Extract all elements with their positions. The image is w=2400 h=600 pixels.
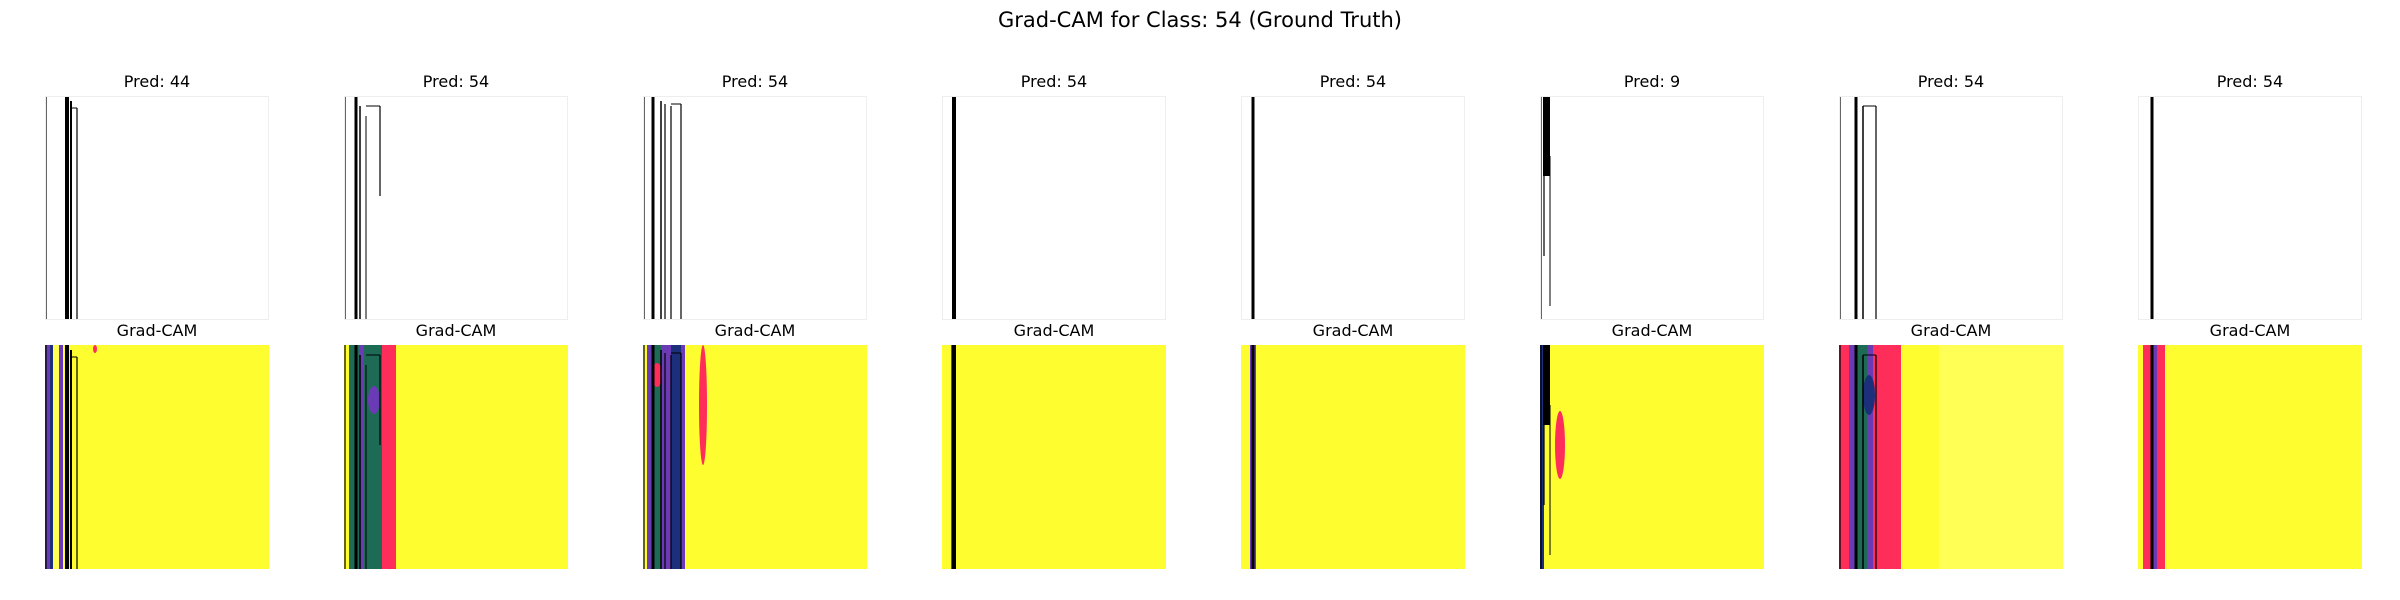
gradcam-title: Grad-CAM: [415, 321, 497, 340]
heatmap-band: [1849, 345, 1857, 569]
gradcam-heatmap: [1839, 345, 2063, 569]
gradcam-title: Grad-CAM: [714, 321, 796, 340]
heatmap-background: [1241, 345, 1465, 569]
panel-border: [1540, 96, 1764, 320]
image-background: [1241, 96, 1465, 320]
gradcam-title: Grad-CAM: [1013, 321, 1095, 340]
input-image: [2138, 96, 2362, 320]
heatmap-blob: [699, 345, 707, 465]
heatmap-band: [359, 345, 364, 569]
panel-border: [643, 96, 867, 320]
heatmap-band: [653, 345, 661, 569]
heatmap-blob: [368, 386, 380, 414]
image-background: [344, 96, 568, 320]
image-background: [1540, 96, 1764, 320]
prediction-title: Pred: 54: [1917, 72, 1985, 91]
panel-border: [2138, 96, 2362, 320]
prediction-title: Pred: 54: [721, 72, 789, 91]
gradcam-heatmap: [2138, 345, 2362, 569]
gradcam-title: Grad-CAM: [2209, 321, 2291, 340]
stroke-block: [1543, 96, 1550, 176]
heatmap-band: [1939, 345, 2063, 569]
image-background: [643, 96, 867, 320]
panel-border: [1839, 96, 2063, 320]
image-background: [2138, 96, 2362, 320]
prediction-title: Pred: 54: [1020, 72, 1088, 91]
input-image: [1241, 96, 1465, 320]
prediction-title: Pred: 54: [422, 72, 490, 91]
heatmap-background: [45, 345, 269, 569]
heatmap-band: [364, 345, 382, 569]
panel-border: [942, 96, 1166, 320]
heatmap-band: [647, 345, 653, 569]
panel-border: [45, 96, 269, 320]
image-background: [1839, 96, 2063, 320]
figure-title: Grad-CAM for Class: 54 (Ground Truth): [998, 8, 1402, 32]
prediction-title: Pred: 54: [1319, 72, 1387, 91]
prediction-title: Pred: 54: [2216, 72, 2284, 91]
prediction-title: Pred: 44: [123, 72, 191, 91]
heatmap-band: [681, 345, 685, 569]
input-image: [942, 96, 1166, 320]
heatmap-band: [53, 345, 59, 569]
heatmap-band: [2151, 345, 2157, 569]
image-background: [45, 96, 269, 320]
input-image: [1839, 96, 2063, 320]
gradcam-title: Grad-CAM: [1312, 321, 1394, 340]
heatmap-band: [382, 345, 396, 569]
gradcam-heatmap: [1540, 345, 1764, 569]
input-image: [344, 96, 568, 320]
heatmap-band: [1857, 345, 1867, 569]
heatmap-band: [1839, 345, 1849, 569]
heatmap-band: [45, 345, 50, 569]
gradcam-title: Grad-CAM: [1910, 321, 1992, 340]
heatmap-background: [2138, 345, 2362, 569]
heatmap-band: [349, 345, 359, 569]
gradcam-title: Grad-CAM: [1611, 321, 1693, 340]
gradcam-heatmap: [45, 345, 269, 569]
stroke-block: [1543, 345, 1550, 425]
heatmap-background: [1540, 345, 1764, 569]
gradcam-heatmap: [643, 345, 867, 569]
panel-border: [1241, 96, 1465, 320]
gradcam-heatmap: [344, 345, 568, 569]
heatmap-blob: [93, 345, 97, 353]
gradcam-title: Grad-CAM: [116, 321, 198, 340]
input-image: [643, 96, 867, 320]
heatmap-band: [2143, 345, 2151, 569]
input-image: [45, 96, 269, 320]
heatmap-band: [1867, 345, 1873, 569]
heatmap-band: [661, 345, 671, 569]
heatmap-band: [1540, 345, 1544, 569]
gradcam-heatmap: [1241, 345, 1465, 569]
heatmap-blob: [1555, 411, 1565, 479]
heatmap-band: [1873, 345, 1901, 569]
heatmap-band: [50, 345, 53, 569]
heatmap-band: [59, 345, 63, 569]
prediction-title: Pred: 9: [1623, 72, 1681, 91]
image-background: [942, 96, 1166, 320]
panel-border: [344, 96, 568, 320]
heatmap-blob: [1863, 375, 1875, 415]
heatmap-background: [942, 345, 1166, 569]
gradcam-heatmap: [942, 345, 1166, 569]
input-image: [1540, 96, 1764, 320]
heatmap-band: [2157, 345, 2165, 569]
heatmap-band: [671, 345, 681, 569]
